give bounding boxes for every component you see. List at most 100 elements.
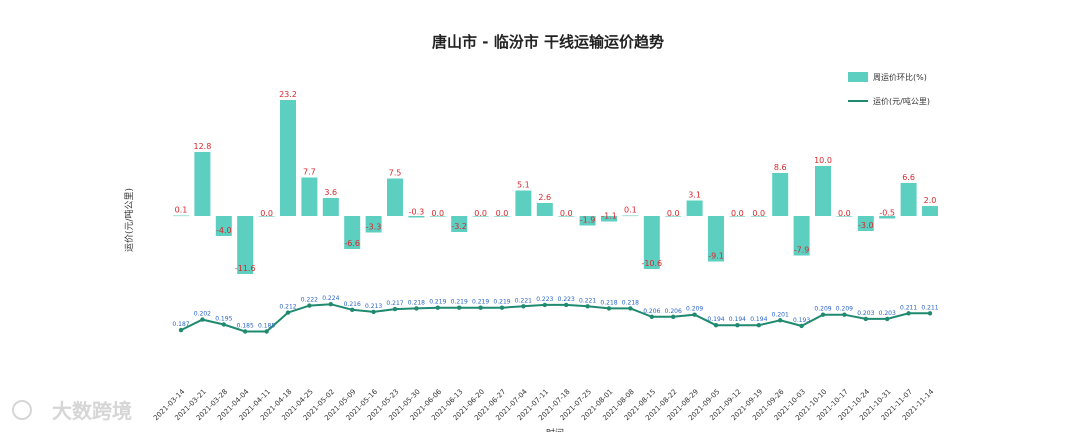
line-value-label: 0.212 <box>279 304 296 311</box>
bar-value-label: -3.0 <box>858 221 874 230</box>
bar <box>643 216 660 269</box>
bar-value-label: -3.2 <box>451 222 467 231</box>
line-point <box>628 306 633 311</box>
line-point <box>649 314 654 319</box>
bar-value-label: 0.0 <box>431 209 444 218</box>
line-value-label: 0.194 <box>750 316 767 323</box>
bar <box>258 216 275 217</box>
line-point <box>307 303 312 308</box>
line-value-label: 0.221 <box>515 297 532 304</box>
bar-value-label: 0.0 <box>560 209 573 218</box>
bar-value-label: 8.6 <box>774 163 787 172</box>
bar-value-label: 0.0 <box>474 209 487 218</box>
bar <box>558 216 575 217</box>
line-value-label: 0.187 <box>172 321 189 328</box>
line-value-label: 0.206 <box>665 308 682 315</box>
x-axis-title: 时间 <box>546 427 564 432</box>
line-point <box>585 304 590 309</box>
bar <box>280 100 296 216</box>
bar-value-label: 0.1 <box>175 206 188 215</box>
watermark: 大数跨境 <box>12 399 132 423</box>
line-point <box>542 302 547 308</box>
bar-value-label: 0.0 <box>667 209 680 218</box>
line-point <box>350 307 355 312</box>
line-value-label: 0.201 <box>772 311 789 318</box>
bar-value-label: 0.1 <box>624 206 637 215</box>
legend-bar-label: 周运价环比(%) <box>873 72 927 82</box>
line-point <box>264 329 269 334</box>
line-point <box>906 311 911 316</box>
bar <box>194 152 211 216</box>
bar <box>515 190 532 216</box>
legend-item-bars[interactable]: 周运价环比(%) <box>848 72 927 82</box>
line-series <box>178 302 933 334</box>
bar-value-label: 7.7 <box>303 168 316 177</box>
bar <box>772 173 789 216</box>
x-axis-ticks: 2021-03-142021-03-212021-03-282021-04-04… <box>152 387 936 422</box>
line-point <box>371 309 376 315</box>
bar <box>900 183 917 216</box>
line-value-label: 0.217 <box>386 300 403 307</box>
bar-value-label: -1.1 <box>601 212 617 221</box>
line-value-label: 0.194 <box>707 316 724 323</box>
bar-value-label: 3.6 <box>324 188 337 197</box>
bar-value-label: -1.9 <box>580 216 596 225</box>
bar-value-label: 2.0 <box>924 196 937 205</box>
bar <box>750 216 767 217</box>
line-value-label: 0.194 <box>729 316 746 323</box>
bar <box>857 216 874 231</box>
line-value-label: 0.211 <box>921 304 938 311</box>
line-point <box>885 316 890 322</box>
line-value-label: 0.195 <box>215 316 232 323</box>
line-value-label: 0.219 <box>493 299 510 306</box>
line-value-label: 0.218 <box>600 299 617 306</box>
line-value-label: 0.202 <box>194 311 211 318</box>
line-value-label: 0.222 <box>301 297 318 304</box>
line-value-label: 0.209 <box>836 306 853 313</box>
line-point <box>927 311 933 316</box>
line-value-label: 0.203 <box>857 310 874 317</box>
line-value-label: 0.209 <box>814 306 831 313</box>
line-point <box>713 323 719 328</box>
line-point <box>842 312 847 317</box>
legend-item-line[interactable]: 运价(元/吨公里) <box>848 96 930 106</box>
line-value-label: 0.209 <box>686 306 703 313</box>
line-point <box>178 327 184 333</box>
bar-value-label: 23.2 <box>279 90 297 99</box>
line-point <box>521 304 526 309</box>
bar-value-label: -3.3 <box>366 223 382 232</box>
bar-value-label: 0.0 <box>260 209 273 218</box>
line-value-label: 0.221 <box>579 297 596 304</box>
bar-value-label: -9.1 <box>708 252 724 261</box>
line-value-label: 0.218 <box>408 299 425 306</box>
bar <box>237 216 254 274</box>
line-value-label: 0.219 <box>429 299 446 306</box>
line-point <box>285 310 291 315</box>
bar-value-label: -0.5 <box>879 209 895 218</box>
line-point <box>457 305 462 310</box>
line-point <box>820 312 826 317</box>
bar <box>601 216 617 222</box>
line-value-label: 0.219 <box>472 299 489 306</box>
bar-value-label: -7.9 <box>794 246 810 255</box>
line-value-label: 0.185 <box>258 323 275 330</box>
bar-value-label: 12.8 <box>193 142 211 151</box>
bar-value-labels: 0.1 12.8 -4.0 -11.6 0.0 23.2 7.7 3.6 -6.6 -3.3 7.5… <box>175 90 937 273</box>
bar <box>301 177 318 216</box>
bar-value-label: 0.0 <box>731 209 744 218</box>
chart-title: 唐山市 - 临汾市 干线运输运价趋势 <box>432 33 664 51</box>
line-point <box>499 305 505 310</box>
bar <box>322 198 339 216</box>
legend[interactable]: 周运价环比(%) 运价(元/吨公里) <box>848 72 930 106</box>
bar-series <box>173 100 938 274</box>
bar-value-label: 0.0 <box>752 209 765 218</box>
bar <box>686 200 703 216</box>
bar-value-label: 3.1 <box>688 191 701 200</box>
legend-bar-swatch <box>848 72 868 82</box>
bar <box>815 166 831 216</box>
bar <box>215 216 232 236</box>
line-point <box>735 323 740 328</box>
line-point <box>478 305 483 310</box>
bar <box>536 203 553 216</box>
